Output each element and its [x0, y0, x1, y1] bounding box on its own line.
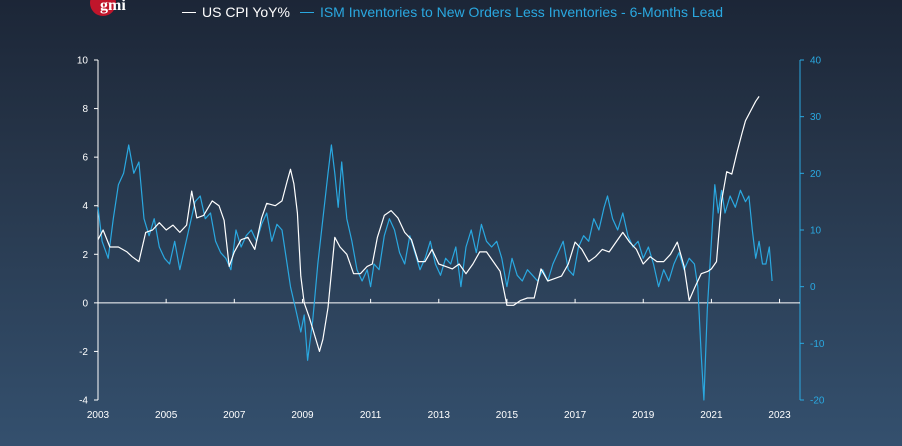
legend-item-cpi: US CPI YoY%	[182, 4, 290, 20]
x-axis-tick-label: 2015	[496, 410, 519, 421]
legend-swatch-ism	[299, 11, 314, 13]
gmi-logo: gmi	[84, 0, 128, 22]
left-axis-tick-label: 4	[82, 201, 88, 212]
x-axis-tick-label: 2017	[564, 410, 587, 421]
legend-label-ism: ISM Inventories to New Orders Less Inven…	[319, 4, 724, 20]
right-axis-tick-label: 10	[810, 226, 822, 237]
left-axis-tick-label: -2	[79, 347, 88, 358]
right-axis-tick-label: -10	[810, 339, 825, 350]
legend-label-cpi: US CPI YoY%	[202, 4, 290, 20]
left-axis-tick-label: 8	[82, 104, 88, 115]
logo-text: gmi	[100, 0, 126, 14]
right-axis-tick-label: 30	[810, 112, 822, 123]
right-axis-tick-label: 40	[810, 56, 822, 67]
chart-legend: US CPI YoY% ISM Inventories to New Order…	[182, 3, 723, 21]
right-axis-tick-label: 0	[810, 282, 816, 293]
x-axis-tick-label: 2013	[428, 410, 451, 421]
series-line-cpi	[97, 96, 760, 352]
left-axis-tick-label: 2	[82, 250, 88, 261]
x-axis-tick-label: 2019	[632, 410, 655, 421]
series-line-ism	[97, 144, 773, 401]
right-axis-tick-label: 20	[810, 169, 822, 180]
left-axis-tick-label: 0	[82, 298, 88, 309]
legend-item-ism: ISM Inventories to New Orders Less Inven…	[299, 4, 724, 20]
left-axis-tick-label: 6	[82, 153, 88, 164]
logo-circle	[90, 0, 116, 16]
left-axis-tick-label: 10	[77, 56, 89, 67]
x-axis-tick-label: 2009	[291, 410, 314, 421]
x-axis-tick-label: 2005	[155, 410, 178, 421]
x-axis-tick-label: 2003	[87, 410, 110, 421]
x-axis-tick-label: 2023	[768, 410, 791, 421]
x-axis-tick-label: 2011	[360, 410, 382, 421]
left-axis-tick-label: -4	[79, 396, 88, 407]
legend-swatch-cpi	[182, 11, 196, 13]
right-axis-tick-label: -20	[810, 396, 825, 407]
x-axis-tick-label: 2021	[700, 410, 723, 421]
x-axis-tick-label: 2007	[223, 410, 246, 421]
